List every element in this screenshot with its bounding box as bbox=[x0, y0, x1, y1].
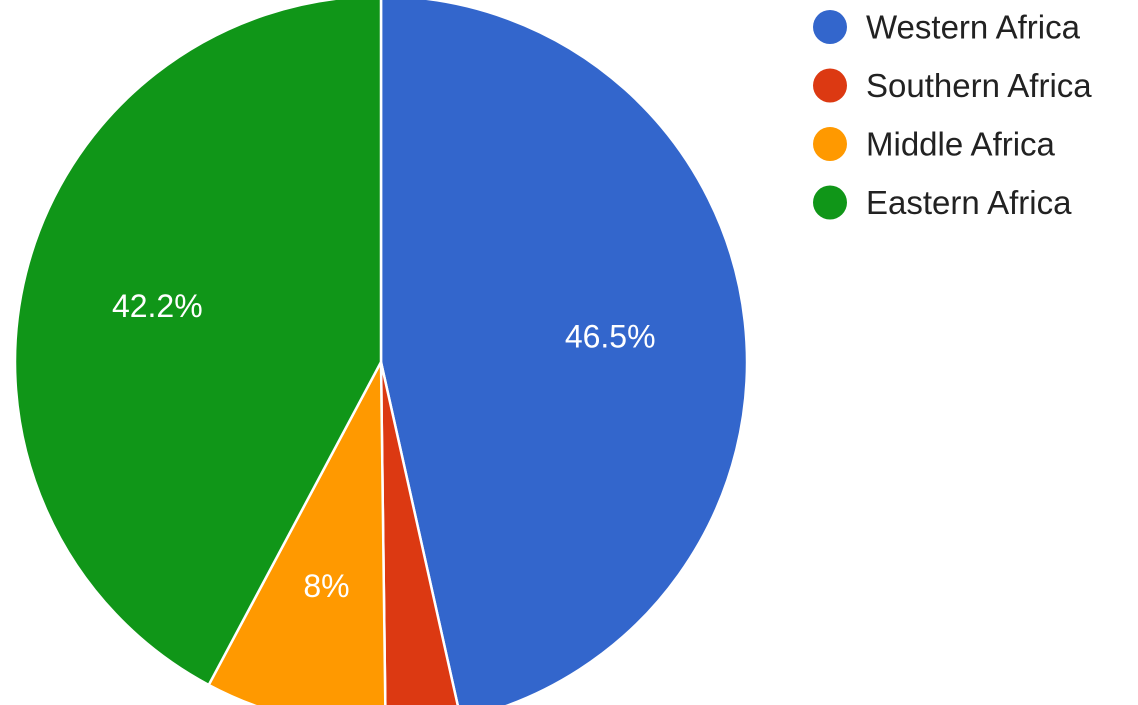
legend-swatch-eastern-africa bbox=[813, 185, 847, 220]
legend-label-southern-africa: Southern Africa bbox=[866, 67, 1092, 104]
legend-swatch-southern-africa bbox=[813, 68, 847, 103]
slice-value-label-western-africa: 46.5% bbox=[565, 319, 656, 355]
slice-value-label-middle-africa: 8% bbox=[303, 568, 349, 604]
pie-slice-labels: 46.5% 8% 42.2% bbox=[112, 288, 656, 604]
legend-item-middle-africa: Middle Africa bbox=[813, 126, 1056, 163]
legend-swatch-western-africa bbox=[813, 10, 847, 44]
legend-label-middle-africa: Middle Africa bbox=[866, 126, 1056, 163]
legend-swatch-middle-africa bbox=[813, 127, 847, 161]
pie-slice-eastern-africa bbox=[13, 0, 383, 687]
pie-slice-western-africa bbox=[379, 0, 749, 705]
legend-label-western-africa: Western Africa bbox=[866, 9, 1081, 46]
legend-item-western-africa: Western Africa bbox=[813, 9, 1081, 46]
legend: Western Africa Southern Africa Middle Afri… bbox=[813, 9, 1092, 221]
legend-item-southern-africa: Southern Africa bbox=[813, 67, 1092, 104]
pie-slices bbox=[13, 0, 749, 705]
slice-value-label-eastern-africa: 42.2% bbox=[112, 288, 203, 324]
pie-slice-southern-africa bbox=[379, 361, 459, 705]
legend-item-eastern-africa: Eastern Africa bbox=[813, 184, 1072, 221]
legend-label-eastern-africa: Eastern Africa bbox=[866, 184, 1072, 221]
pie-slice-middle-africa bbox=[207, 361, 387, 705]
